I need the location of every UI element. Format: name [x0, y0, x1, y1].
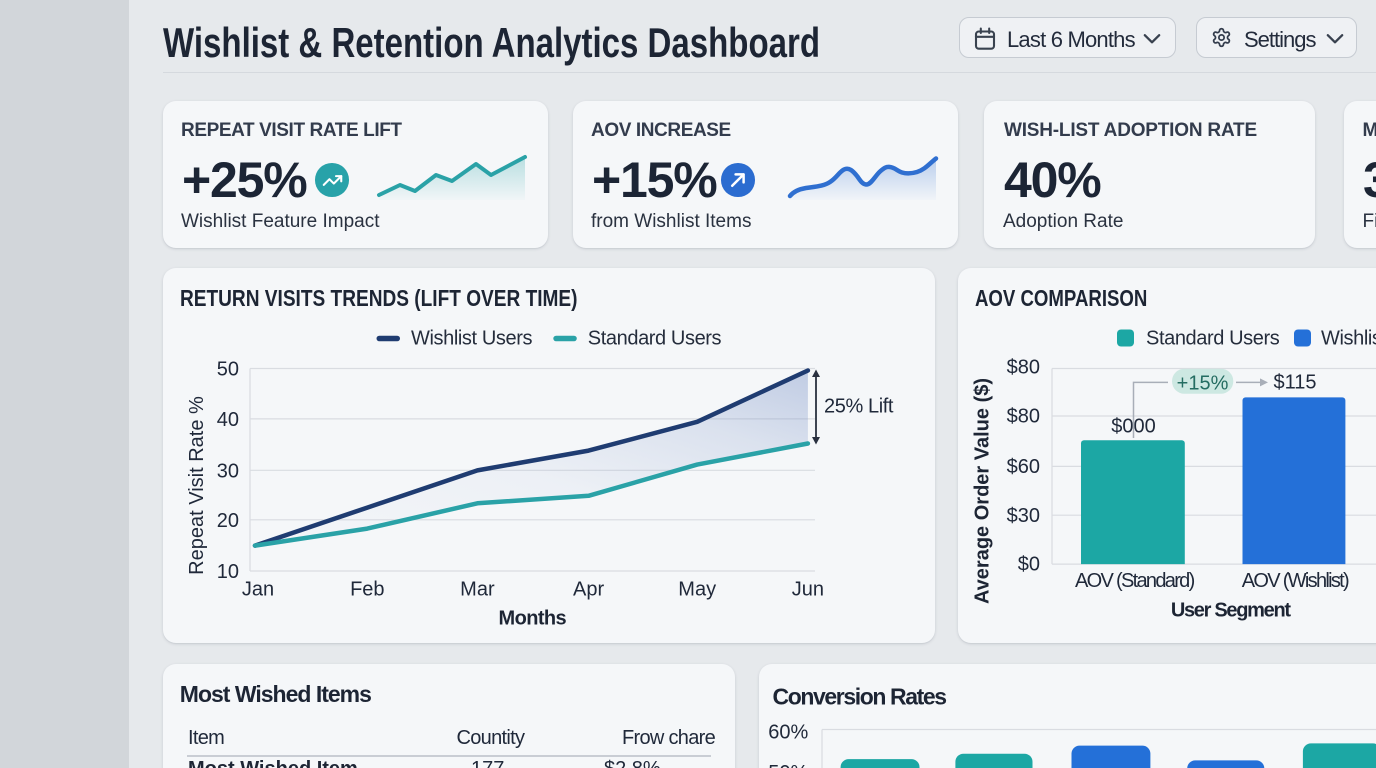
svg-text:$30: $30	[1007, 505, 1040, 527]
svg-text:$0: $0	[1018, 553, 1040, 575]
svg-text:25% Lift: 25% Lift	[824, 396, 894, 418]
svg-text:Mar: Mar	[460, 579, 495, 601]
svg-text:10: 10	[217, 561, 239, 583]
svg-text:$115: $115	[1273, 372, 1316, 394]
svg-text:40: 40	[217, 409, 239, 431]
svg-text:$80: $80	[1007, 406, 1040, 428]
svg-text:Apr: Apr	[573, 579, 604, 601]
svg-text:Jan: Jan	[242, 579, 274, 601]
svg-text:30: 30	[217, 460, 239, 482]
svg-text:AOV (Standard): AOV (Standard)	[1075, 570, 1195, 592]
svg-text:Standard Users: Standard Users	[588, 327, 722, 349]
svg-text:+15%: +15%	[1177, 373, 1229, 395]
svg-text:60%: 60%	[768, 721, 808, 743]
svg-text:$60: $60	[1007, 456, 1040, 478]
svg-text:50%: 50%	[768, 762, 808, 768]
svg-text:Repeat Visit Rate %: Repeat Visit Rate %	[186, 396, 208, 575]
svg-text:Average Order Value ($): Average Order Value ($)	[972, 378, 994, 604]
svg-text:User Segment: User Segment	[1171, 599, 1292, 621]
svg-text:AOV (Wishlist): AOV (Wishlist)	[1242, 570, 1349, 592]
svg-text:Wishlist Users: Wishlist Users	[411, 327, 532, 349]
svg-text:Standard Users: Standard Users	[1146, 327, 1280, 349]
svg-text:RETURN VISITS TRENDS (LIFT OVE: RETURN VISITS TRENDS (LIFT OVER TIME)	[180, 286, 578, 311]
svg-text:Feb: Feb	[350, 579, 384, 601]
svg-text:Conversion Rates: Conversion Rates	[773, 683, 947, 709]
svg-text:Wishlist Users: Wishlist Users	[1321, 327, 1376, 349]
svg-text:20: 20	[217, 510, 239, 532]
svg-text:Jun: Jun	[792, 579, 824, 601]
svg-text:Months: Months	[499, 608, 567, 630]
svg-text:AOV COMPARISON: AOV COMPARISON	[975, 286, 1147, 311]
svg-text:50: 50	[217, 359, 239, 381]
svg-text:$80: $80	[1007, 356, 1040, 378]
svg-text:May: May	[678, 579, 716, 601]
